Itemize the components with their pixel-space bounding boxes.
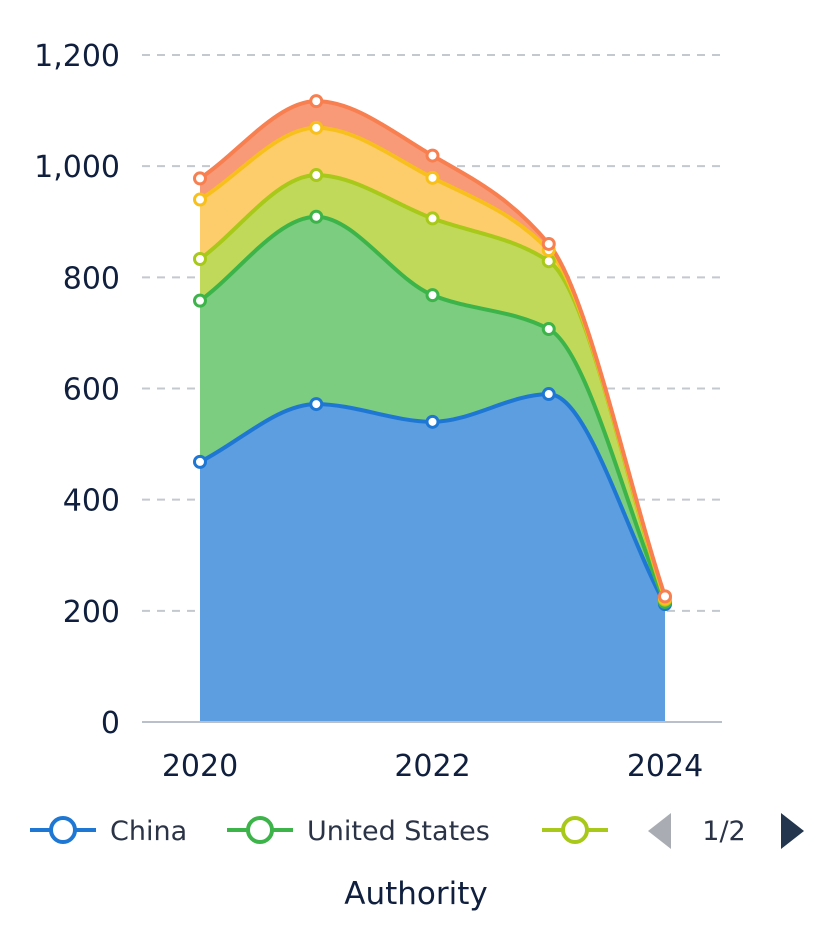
data-point[interactable] bbox=[195, 173, 206, 184]
data-point[interactable] bbox=[311, 122, 322, 133]
x-axis-title: Authority bbox=[344, 876, 487, 912]
data-point[interactable] bbox=[427, 150, 438, 161]
data-point[interactable] bbox=[195, 456, 206, 467]
y-tick-label: 0 bbox=[101, 706, 120, 741]
data-point[interactable] bbox=[427, 416, 438, 427]
legend-item[interactable]: United States bbox=[227, 816, 490, 847]
data-point[interactable] bbox=[311, 170, 322, 181]
y-axis-tick-labels: 0 200 400 600 800 1,000 1,200 bbox=[34, 39, 120, 741]
y-tick-label: 1,000 bbox=[34, 150, 120, 185]
data-point[interactable] bbox=[311, 399, 322, 410]
data-point[interactable] bbox=[427, 172, 438, 183]
x-tick-label: 2020 bbox=[162, 749, 238, 784]
x-tick-label: 2022 bbox=[394, 749, 470, 784]
legend-label: China bbox=[110, 816, 187, 847]
data-point[interactable] bbox=[195, 194, 206, 205]
stacked-area-chart: 0 200 400 600 800 1,000 1,200 2020 2022 2024 Chi… bbox=[0, 0, 832, 944]
y-tick-label: 400 bbox=[63, 484, 120, 519]
y-tick-label: 800 bbox=[63, 261, 120, 296]
legend-page-indicator: 1/2 bbox=[702, 816, 745, 847]
legend-next-arrow-icon[interactable] bbox=[781, 813, 804, 849]
legend-marker-icon bbox=[248, 818, 272, 842]
legend-marker-icon bbox=[563, 818, 587, 842]
data-point[interactable] bbox=[311, 96, 322, 107]
data-point[interactable] bbox=[427, 213, 438, 224]
legend-label: United States bbox=[307, 816, 490, 847]
data-point[interactable] bbox=[195, 253, 206, 264]
data-point[interactable] bbox=[543, 324, 554, 335]
data-point[interactable] bbox=[427, 290, 438, 301]
data-point[interactable] bbox=[195, 295, 206, 306]
y-tick-label: 1,200 bbox=[34, 39, 120, 74]
legend-item[interactable]: China bbox=[30, 816, 187, 847]
legend-item[interactable] bbox=[542, 818, 608, 842]
y-tick-label: 600 bbox=[63, 373, 120, 408]
y-tick-label: 200 bbox=[63, 595, 120, 630]
data-point[interactable] bbox=[311, 211, 322, 222]
legend-pager: 1/2 bbox=[648, 813, 804, 849]
legend: China United States bbox=[30, 816, 608, 847]
legend-marker-icon bbox=[51, 818, 75, 842]
data-point[interactable] bbox=[543, 238, 554, 249]
x-tick-label: 2024 bbox=[627, 749, 703, 784]
data-point[interactable] bbox=[660, 591, 671, 602]
x-axis-tick-labels: 2020 2022 2024 bbox=[162, 749, 703, 784]
data-point[interactable] bbox=[543, 389, 554, 400]
legend-prev-arrow-icon[interactable] bbox=[648, 813, 671, 849]
data-point[interactable] bbox=[543, 256, 554, 267]
